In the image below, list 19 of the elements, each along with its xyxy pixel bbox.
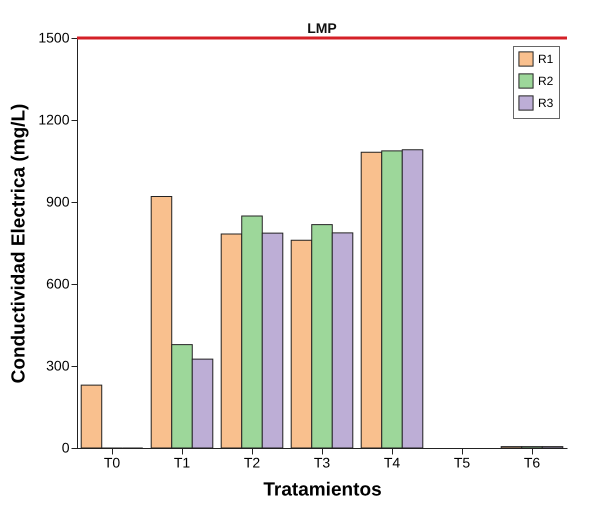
x-tick-label: T1 xyxy=(174,454,190,470)
y-axis-title: Conductividad Electrica (mg/L) xyxy=(8,104,30,384)
y-tick-label: 600 xyxy=(46,276,70,292)
x-axis-title: Tratamientos xyxy=(263,480,382,500)
y-tick-label: 0 xyxy=(62,440,70,456)
y-tick-label: 1500 xyxy=(38,30,70,46)
x-tick-label: T3 xyxy=(314,454,330,470)
x-tick-label: T2 xyxy=(244,454,260,470)
x-tick-label: T6 xyxy=(524,454,540,470)
x-tick-label: T5 xyxy=(454,454,470,470)
x-tick-label: T4 xyxy=(384,454,400,470)
y-tick-label: 900 xyxy=(46,194,70,210)
x-tick-label: T0 xyxy=(104,454,120,470)
legend-label: R1 xyxy=(538,52,554,66)
y-tick-label: 1200 xyxy=(38,112,70,128)
legend-label: R3 xyxy=(538,96,554,110)
ref-line-label: LMP xyxy=(307,20,337,36)
y-tick-label: 300 xyxy=(46,358,70,374)
legend-label: R2 xyxy=(538,74,554,88)
